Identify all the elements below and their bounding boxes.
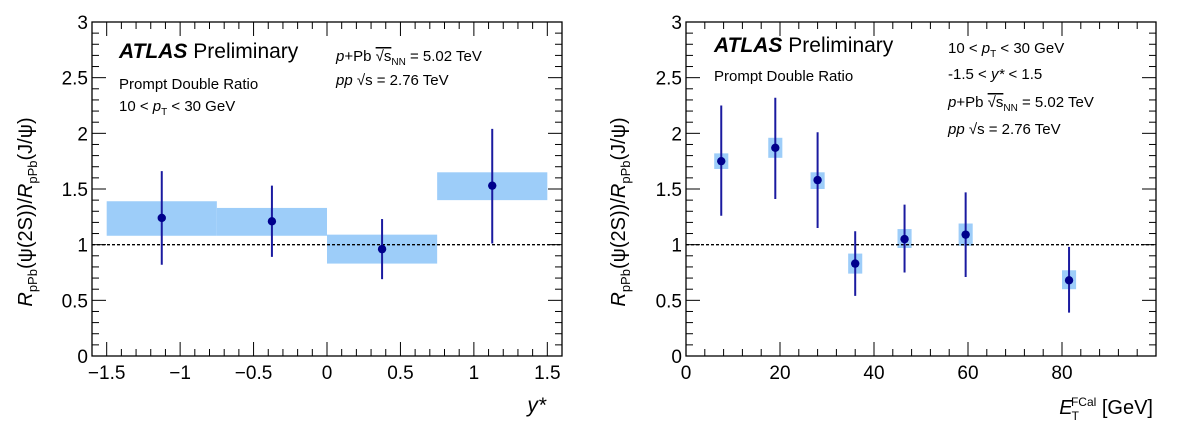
systematic-boxes — [106, 172, 548, 264]
y-tick-label: 3 — [671, 13, 682, 34]
info-ppb-energy: p+Pb √sNN = 5.02 TeV — [947, 94, 1094, 114]
chart-panel-fcal: 0 20 40 60 80 0 0.5 1 1.5 2 2.5 3 RpPb(ψ… — [608, 13, 1157, 423]
x-tick-label: 1.5 — [534, 363, 560, 384]
data-point — [377, 244, 387, 254]
data-point — [771, 143, 780, 153]
y-tick-labels: 0 0.5 1 1.5 2 2.5 3 — [656, 13, 682, 368]
x-tick-label: 0.5 — [387, 363, 413, 384]
data-point — [1064, 276, 1074, 285]
data-point — [717, 156, 726, 166]
x-tick-labels: −1.5 −1 −0.5 0 0.5 1 1.5 — [88, 363, 561, 384]
data-points — [717, 143, 1074, 285]
x-tick-label: −1.5 — [88, 363, 126, 384]
y-tick-label: 2.5 — [62, 69, 88, 90]
y-tick-label: 0 — [671, 347, 682, 368]
y-axis-title: RpPb(ψ(2S))/RpPb(J/ψ) — [608, 117, 633, 306]
data-point — [851, 259, 860, 268]
data-points — [157, 181, 497, 254]
y-tick-label: 3 — [77, 13, 88, 34]
x-tick-label: −0.5 — [235, 363, 273, 384]
x-tick-label: 80 — [1051, 363, 1072, 384]
x-tick-label: 40 — [863, 363, 884, 384]
x-tick-label: 0 — [681, 363, 692, 384]
data-point — [267, 217, 277, 226]
x-axis-title: y* — [525, 394, 547, 417]
data-point — [900, 234, 909, 244]
y-tick-label: 0.5 — [656, 291, 682, 312]
y-tick-label: 0 — [77, 347, 88, 368]
info-pt-range: 10 < pT < 30 GeV — [948, 40, 1064, 60]
y-tick-label: 1.5 — [62, 180, 88, 201]
info-pp-energy: pp √s = 2.76 TeV — [335, 72, 449, 89]
y-tick-labels: 0 0.5 1 1.5 2 2.5 3 — [62, 13, 88, 368]
y-tick-label: 0.5 — [62, 291, 88, 312]
x-tick-label: −1 — [169, 363, 191, 384]
info-pt-range: 10 < pT < 30 GeV — [119, 98, 235, 118]
y-tick-label: 1 — [77, 236, 88, 257]
y-tick-label: 2 — [77, 124, 88, 145]
info-rapidity-range: -1.5 < y* < 1.5 — [948, 66, 1042, 83]
y-axis-title: RpPb(ψ(2S))/RpPb(J/ψ) — [15, 117, 40, 306]
info-prompt-double-ratio: Prompt Double Ratio — [119, 76, 258, 93]
y-tick-label: 2.5 — [656, 69, 682, 90]
y-tick-label: 1 — [671, 236, 682, 257]
data-point — [813, 175, 822, 185]
x-tick-label: 1 — [469, 363, 480, 384]
atlas-label: ATLAS Preliminary — [713, 34, 894, 57]
y-tick-label: 1.5 — [656, 180, 682, 201]
x-axis-title: ETFCal [GeV] — [1059, 395, 1153, 423]
x-tick-label: 20 — [769, 363, 790, 384]
y-tick-label: 2 — [671, 124, 682, 145]
systematic-boxes — [714, 137, 1077, 290]
data-point — [157, 213, 166, 223]
info-pp-energy: pp √s = 2.76 TeV — [947, 121, 1061, 138]
info-prompt-double-ratio: Prompt Double Ratio — [714, 68, 853, 85]
data-point — [961, 230, 970, 239]
info-ppb-energy: p+Pb √sNN = 5.02 TeV — [335, 48, 482, 68]
axis-ticks — [91, 21, 563, 357]
x-tick-label: 0 — [322, 363, 333, 384]
atlas-label: ATLAS Preliminary — [118, 40, 299, 63]
chart-panel-rapidity: −1.5 −1 −0.5 0 0.5 1 1.5 0 0.5 1 1.5 2 2… — [15, 13, 563, 417]
x-tick-labels: 0 20 40 60 80 — [681, 363, 1073, 384]
axis-ticks — [685, 21, 1157, 357]
data-point — [488, 181, 497, 190]
x-tick-label: 60 — [957, 363, 978, 384]
